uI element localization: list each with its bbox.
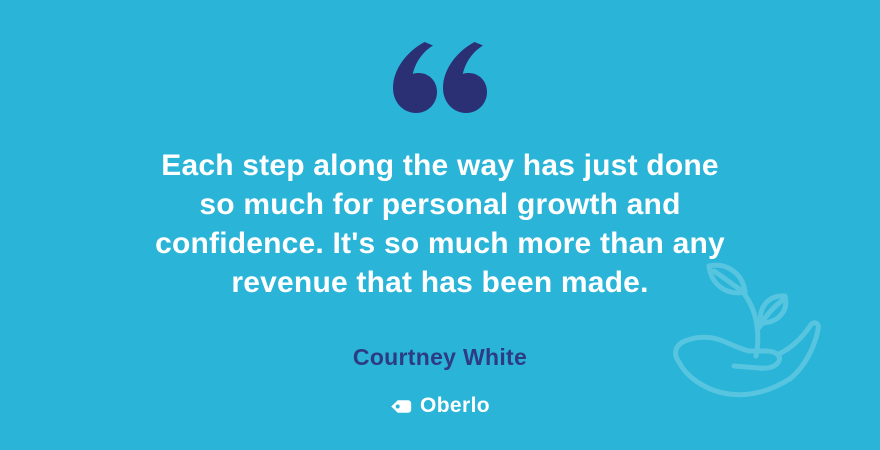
quote-line-3: confidence. It's so much more than any [155, 227, 725, 260]
attribution-name: Courtney White [352, 344, 528, 370]
brand-logo: Oberlo [0, 394, 880, 418]
price-tag-icon [391, 399, 412, 413]
brand-wordmark: Oberlo [419, 394, 491, 417]
quote-line-4: revenue that has been made. [231, 266, 649, 299]
quote-line-2: so much for personal growth and [199, 188, 681, 221]
open-quote-icon [393, 42, 487, 113]
quote-line-1: Each step along the way has just done [161, 149, 719, 182]
hand-holding-seedling-illustration [673, 262, 821, 398]
quote-text: Each step along the way has just done so… [0, 146, 880, 302]
